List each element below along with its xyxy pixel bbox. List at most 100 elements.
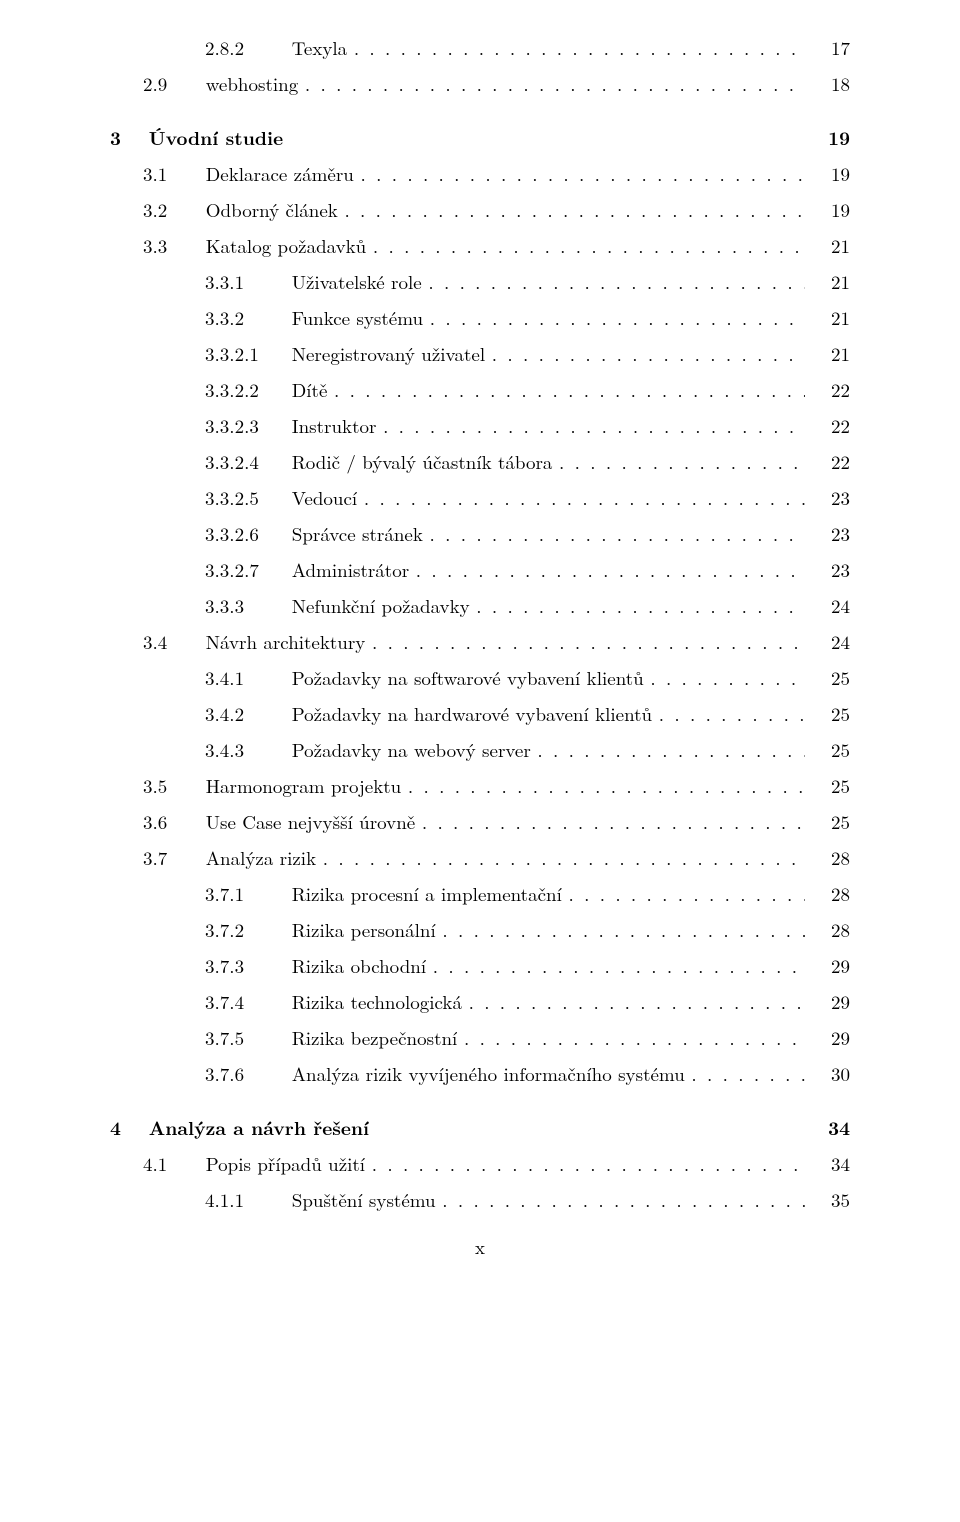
toc-entry-number: 3.3: [143, 236, 201, 255]
toc-leader-dots: [469, 992, 806, 1011]
toc-entry-title: Harmonogram projektu: [206, 776, 401, 795]
toc-leader-dots: [569, 884, 806, 903]
toc-entry: 3.7.1 Rizika procesní a implementační 28: [110, 884, 850, 903]
toc-entry: 3.4.2Požadavky na hardwarové vybavení kl…: [110, 704, 850, 723]
toc-leader-dots: [428, 272, 805, 291]
toc-entry: 3.7Analýza rizik28: [110, 848, 850, 867]
toc-entry: 3.7.3 Rizika obchodní 29: [110, 956, 850, 975]
toc-leader-dots: [492, 344, 806, 363]
toc-entry-number: 3: [110, 128, 144, 147]
toc-entry-number: 3.3.1: [205, 272, 287, 291]
toc-entry-title: Návrh architektury: [206, 632, 366, 651]
toc-entry-number: 3.3.2.5: [205, 488, 287, 507]
toc-entry-title: Funkce systému: [292, 308, 423, 327]
toc-entry-page: 25: [812, 668, 850, 687]
toc-entry-number: 2.9: [143, 74, 201, 93]
toc-entry-title: Správce stránek: [292, 524, 423, 543]
toc-entry-title: Analýza a návrh řešení: [149, 1118, 369, 1137]
toc-leader-dots: [464, 1028, 805, 1047]
toc-leader-dots: [691, 1064, 805, 1083]
toc-entry-page: 34: [812, 1118, 850, 1137]
toc-entry: 3.3.2.2Dítě22: [110, 380, 850, 399]
toc-entry-title: Rizika bezpečnostní: [292, 1028, 458, 1047]
toc-entry-page: 23: [812, 488, 850, 507]
toc-entry-number: 3.3.2.6: [205, 524, 287, 543]
toc-entry-title: Neregistrovaný uživatel: [292, 344, 485, 363]
toc-leader-dots: [559, 452, 805, 471]
toc-entry-number: 3.3.2.3: [205, 416, 287, 435]
toc-entry-number: 3.3.2.2: [205, 380, 287, 399]
toc-leader-dots: [650, 668, 805, 687]
toc-entry-page: 28: [812, 848, 850, 867]
toc-entry-page: 18: [812, 74, 850, 93]
toc-entry: 3.6Use Case nejvyšší úrovně25: [110, 812, 850, 831]
toc-entry-page: 21: [812, 236, 850, 255]
toc-entry-page: 29: [812, 992, 850, 1011]
toc-entry-title: Požadavky na softwarové vybavení klientů: [292, 668, 644, 687]
toc-leader-dots: [334, 380, 805, 399]
toc-entry-number: 3.4.1: [205, 668, 287, 687]
toc-leader-dots: [354, 38, 806, 57]
toc-entry-number: 3.3.2.7: [205, 560, 287, 579]
toc-entry-page: 21: [812, 272, 850, 291]
toc-entry-page: 29: [812, 956, 850, 975]
toc-entry: 3.4.1 Požadavky na softwarové vybavení kl…: [110, 668, 850, 687]
toc-entry-page: 25: [812, 776, 850, 795]
toc-entry: 3.7.4Rizika technologická29: [110, 992, 850, 1011]
toc-entry-number: 3.5: [143, 776, 201, 795]
toc-entry-number: 3.7.3: [205, 956, 287, 975]
toc-leader-dots: [305, 74, 805, 93]
toc-entry-title: Spuštění systému: [292, 1190, 436, 1209]
toc-entry-title: Rizika procesní a implementační: [292, 884, 562, 903]
toc-leader-dots: [442, 1190, 805, 1209]
toc-entry: 3.4.3Požadavky na webový server25: [110, 740, 850, 759]
toc-entry-number: 3.4.2: [205, 704, 287, 723]
toc-entry-number: 3.3.3: [205, 596, 287, 615]
toc-entry-title: Rizika obchodní: [292, 956, 426, 975]
toc-entry-title: Popis případů užití: [206, 1154, 365, 1173]
toc-entry: 4.1.1Spuštění systému35: [110, 1190, 850, 1209]
toc-entry-title: Analýza rizik vyvíjeného informačního sy…: [292, 1064, 685, 1083]
toc-entry-page: 19: [812, 200, 850, 219]
toc-entry-number: 3.7.1: [205, 884, 287, 903]
toc-entry-number: 4: [110, 1118, 144, 1137]
toc-entry-number: 3.7: [143, 848, 201, 867]
toc-entry-page: 22: [812, 380, 850, 399]
toc-leader-dots: [476, 596, 805, 615]
toc-entry-page: 28: [812, 884, 850, 903]
toc-entry-title: Rizika personální: [292, 920, 436, 939]
toc-entry-page: 23: [812, 560, 850, 579]
toc-entry: 3.3.1Uživatelské role21: [110, 272, 850, 291]
toc-entry-page: 28: [812, 920, 850, 939]
toc-entry-number: 3.7.4: [205, 992, 287, 1011]
toc-leader-dots: [372, 632, 805, 651]
toc-entry: 2.9webhosting18: [110, 74, 850, 93]
toc-entry-number: 3.7.5: [205, 1028, 287, 1047]
toc-entry: 3.3.2Funkce systému21: [110, 308, 850, 327]
toc-entry-page: 21: [812, 344, 850, 363]
toc-entry: 3.3.2.6Správce stránek23: [110, 524, 850, 543]
toc-entry-number: 3.7.6: [205, 1064, 287, 1083]
toc-entry: 3.3.3Nefunkční požadavky24: [110, 596, 850, 615]
toc-leader-dots: [430, 308, 806, 327]
toc-entry-page: 25: [812, 812, 850, 831]
toc-entry: 2.8.2Texyla17: [110, 38, 850, 57]
toc-entry-number: 2.8.2: [205, 38, 287, 57]
toc-entry-page: 19: [812, 164, 850, 183]
toc-leader-dots: [433, 956, 806, 975]
toc-entry: 3.3.2.3Instruktor22: [110, 416, 850, 435]
toc-entry-number: 3.2: [143, 200, 201, 219]
toc-leader-dots: [323, 848, 806, 867]
toc-leader-dots: [383, 416, 805, 435]
toc-leader-dots: [659, 704, 806, 723]
toc-entry-page: 22: [812, 452, 850, 471]
toc-entry: 3.2Odborný článek19: [110, 200, 850, 219]
toc-entry: 3.4Návrh architektury24: [110, 632, 850, 651]
toc-entry-title: Požadavky na webový server: [292, 740, 531, 759]
toc-entry-number: 3.1: [143, 164, 201, 183]
toc-entry-title: Deklarace záměru: [206, 164, 354, 183]
toc-entry-title: Katalog požadavků: [206, 236, 366, 255]
toc-entry-page: 24: [812, 632, 850, 651]
toc-leader-dots: [537, 740, 805, 759]
toc-entry: 4 Analýza a návrh řešení 34: [110, 1118, 850, 1137]
